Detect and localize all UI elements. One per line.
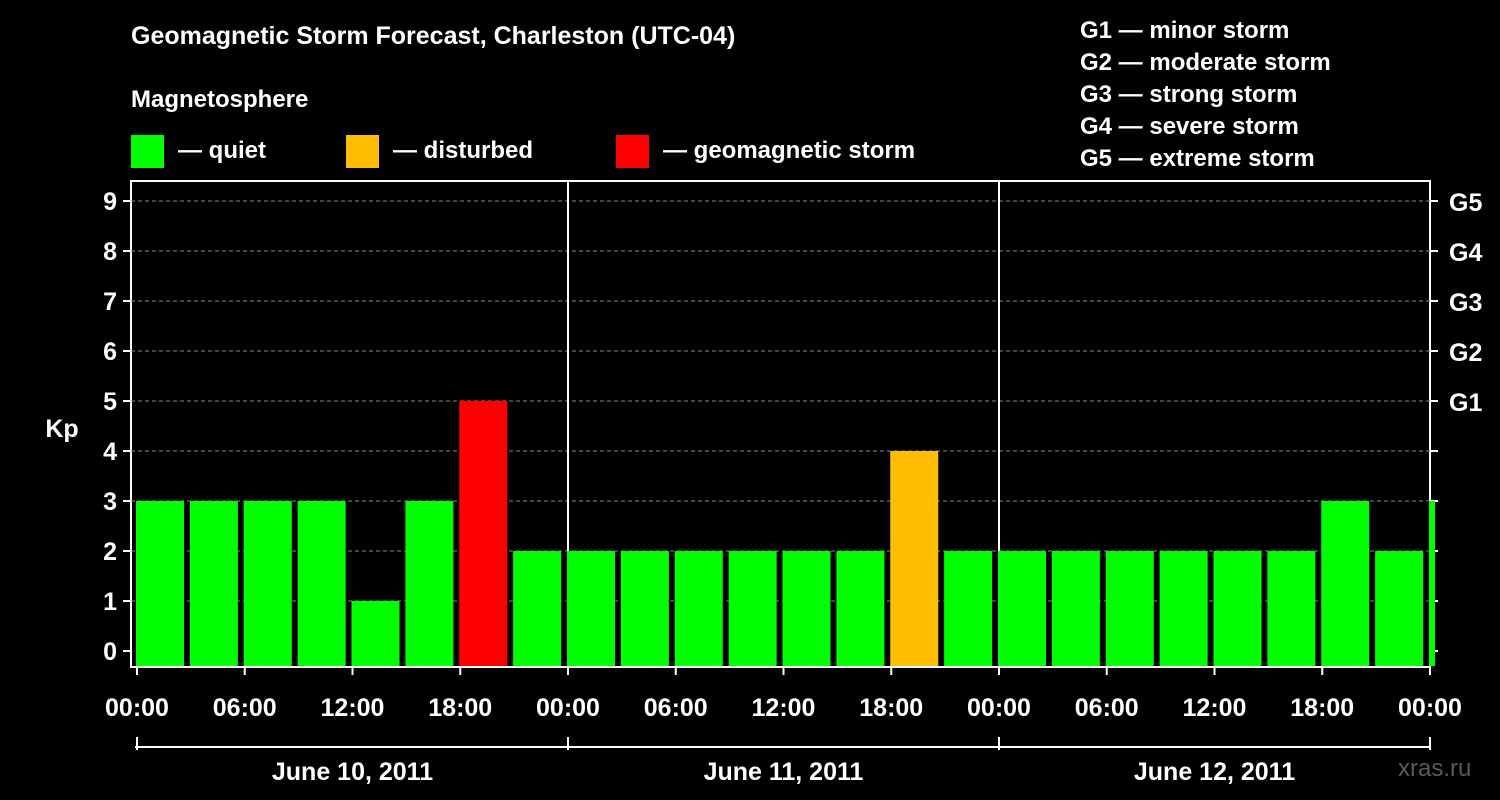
kp-bar	[728, 551, 777, 666]
g-scale-label: G2	[1449, 339, 1482, 367]
legend-swatch-disturbed	[346, 134, 379, 168]
kp-bar	[459, 401, 508, 666]
y-tick-label: 4	[103, 438, 117, 466]
kp-bar	[351, 601, 400, 666]
x-tick-label: 00:00	[1398, 694, 1462, 722]
storm-scale-g2: G2 — moderate storm	[1080, 49, 1331, 76]
x-tick-label: 12:00	[1183, 694, 1247, 722]
kp-bar	[513, 551, 562, 666]
kp-bar	[1105, 551, 1154, 666]
kp-bar	[944, 551, 993, 666]
x-tick-label: 06:00	[1075, 694, 1139, 722]
y-tick-label: 8	[103, 238, 117, 266]
y-tick-label: 7	[103, 288, 117, 316]
x-tick-label: 12:00	[321, 694, 385, 722]
y-tick-label: 1	[103, 588, 117, 616]
kp-bar	[890, 451, 939, 666]
x-tick-label: 12:00	[752, 694, 816, 722]
y-tick-label: 6	[103, 338, 117, 366]
y-axis-label: Kp	[45, 415, 78, 443]
kp-bar	[567, 551, 615, 666]
kp-bar	[674, 551, 723, 666]
kp-bar	[405, 501, 454, 666]
kp-bar	[1267, 551, 1316, 666]
kp-bar	[243, 501, 292, 666]
kp-bar	[1159, 551, 1208, 666]
y-tick-label: 3	[103, 488, 117, 516]
y-tick-label: 2	[103, 538, 117, 566]
legend-heading: Magnetosphere	[131, 86, 309, 113]
x-tick-label: 00:00	[967, 694, 1031, 722]
g-scale-label: G4	[1449, 239, 1482, 267]
g-scale-label: G5	[1449, 189, 1482, 217]
g-scale-label: G3	[1449, 289, 1482, 317]
plot-frame	[130, 180, 1431, 668]
day-label: June 10, 2011	[272, 758, 433, 786]
storm-scale-g4: G4 — severe storm	[1080, 113, 1299, 140]
x-tick-label: 18:00	[1290, 694, 1354, 722]
watermark: xras.ru	[1398, 755, 1472, 782]
g-scale-label: G1	[1449, 389, 1482, 417]
legend-item-disturbed: — disturbed	[346, 134, 533, 168]
legend-item-storm: — geomagnetic storm	[616, 134, 915, 168]
x-tick-label: 18:00	[428, 694, 492, 722]
day-label: June 12, 2011	[1134, 758, 1295, 786]
kp-bar	[782, 551, 831, 666]
storm-scale-g1: G1 — minor storm	[1080, 17, 1290, 44]
legend-label-storm: — geomagnetic storm	[663, 137, 916, 164]
x-tick-label: 18:00	[859, 694, 923, 722]
kp-bar	[297, 501, 346, 666]
kp-bar	[1375, 551, 1424, 666]
legend-swatch-quiet	[131, 134, 164, 168]
x-tick-label: 06:00	[213, 694, 277, 722]
day-label: June 11, 2011	[704, 758, 864, 786]
legend-item-quiet: — quiet	[131, 134, 266, 168]
legend-label-disturbed: — disturbed	[393, 137, 534, 164]
x-tick-label: 00:00	[536, 694, 600, 722]
kp-bar	[998, 551, 1046, 666]
kp-bar	[620, 551, 669, 666]
kp-bar	[189, 501, 238, 666]
legend-swatch-storm	[616, 134, 649, 168]
kp-bar	[1213, 551, 1262, 666]
y-tick-label: 5	[103, 388, 117, 416]
kp-bar	[136, 501, 184, 666]
storm-scale-g5: G5 — extreme storm	[1080, 145, 1315, 172]
storm-scale-list: G1 — minor storm G2 — moderate storm G3 …	[1080, 15, 1331, 175]
kp-bar	[836, 551, 885, 666]
kp-bar	[1321, 501, 1370, 666]
kp-bar	[1429, 501, 1435, 666]
chart-title: Geomagnetic Storm Forecast, Charleston (…	[131, 22, 736, 50]
y-tick-label: 0	[103, 638, 117, 666]
y-tick-label: 9	[103, 188, 117, 216]
storm-scale-g3: G3 — strong storm	[1080, 81, 1298, 108]
x-tick-label: 06:00	[644, 694, 708, 722]
legend-label-quiet: — quiet	[178, 137, 266, 164]
kp-bar	[1051, 551, 1100, 666]
x-tick-label: 00:00	[105, 694, 169, 722]
